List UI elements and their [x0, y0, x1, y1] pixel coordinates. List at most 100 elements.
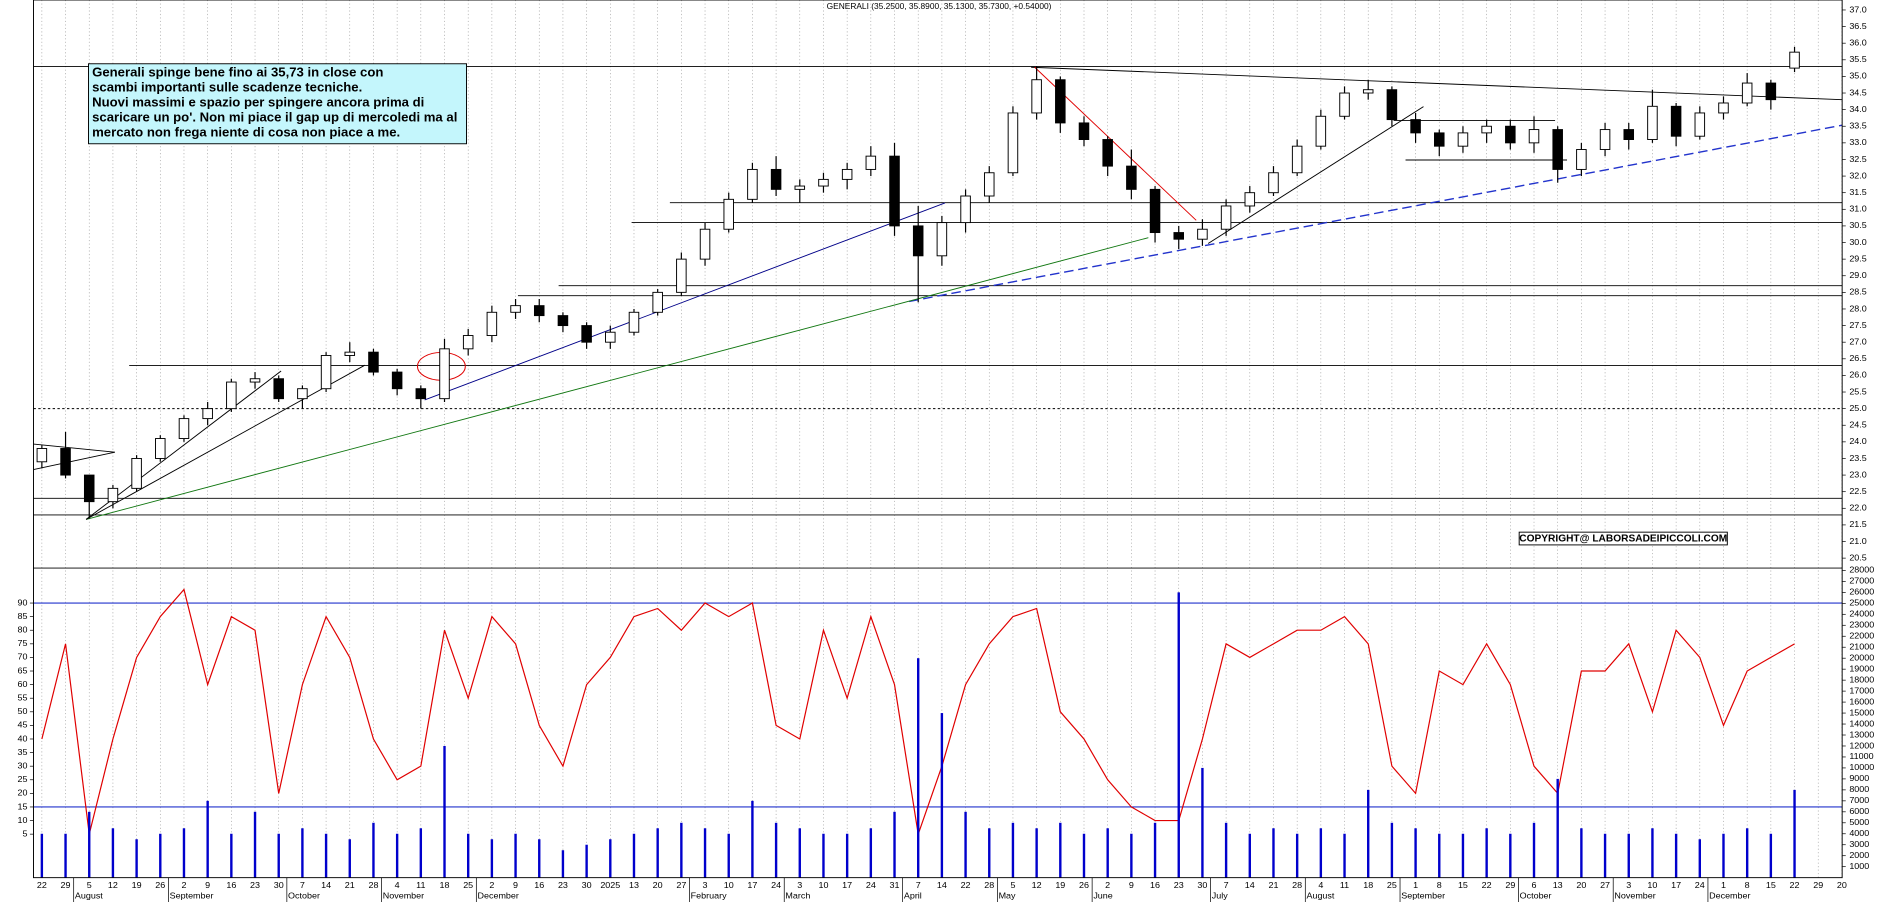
y-tick-label: 34.0 — [1849, 104, 1867, 114]
volume-bar — [1674, 833, 1678, 878]
y-tick-label: 30.5 — [1849, 220, 1867, 230]
x-tick-label: 4 — [395, 880, 400, 890]
annotation-line: mercato non frega niente di cosa non pia… — [92, 125, 400, 140]
month-label: June — [1093, 891, 1113, 901]
candle-body — [1481, 125, 1492, 134]
volume-bar — [1035, 828, 1038, 878]
y2-tick-label: 20000 — [1849, 653, 1874, 663]
candle-body — [1623, 129, 1635, 140]
volume-bar — [1580, 828, 1583, 878]
y2-tick-label: 8000 — [1849, 784, 1869, 794]
volume-bar — [111, 828, 115, 878]
volume-bar — [1106, 828, 1109, 878]
volume-bar — [1153, 822, 1157, 878]
x-tick-label: 30 — [582, 880, 592, 890]
y2-tick-label: 24000 — [1849, 609, 1874, 619]
y-tick-label: 50 — [18, 706, 28, 716]
x-tick-label: 22 — [37, 880, 47, 890]
y-tick-label: 20 — [18, 788, 28, 798]
x-tick-label: 6 — [1532, 880, 1537, 890]
y2-tick-label: 18000 — [1849, 675, 1874, 685]
volume-bar — [1248, 833, 1251, 878]
volume-bar — [1603, 833, 1607, 878]
candle-body — [391, 371, 403, 390]
y2-tick-label: 19000 — [1849, 664, 1874, 674]
candle-body — [652, 291, 663, 313]
x-tick-label: 23 — [1174, 880, 1184, 890]
x-tick-label: 30 — [1197, 880, 1207, 890]
candle-body — [344, 351, 356, 356]
volume-bar — [348, 839, 351, 878]
candle-body — [1528, 129, 1540, 144]
x-tick-label: 14 — [1245, 880, 1255, 890]
y-tick-label: 22.5 — [1849, 486, 1867, 496]
volume-bar — [1485, 828, 1488, 878]
x-tick-label: 3 — [1626, 880, 1631, 890]
trend-line — [33, 451, 115, 471]
trend-line — [1031, 66, 1843, 101]
y2-tick-label: 5000 — [1849, 817, 1869, 827]
y-tick-label: 28.0 — [1849, 303, 1867, 313]
candle-body — [841, 168, 853, 180]
x-tick-label: 2 — [1105, 880, 1110, 890]
volume-bar — [182, 828, 186, 878]
volume-bar — [561, 850, 565, 878]
y2-tick-label: 21000 — [1849, 642, 1874, 652]
y-tick-label: 36.5 — [1849, 21, 1867, 31]
trend-line — [85, 364, 366, 520]
y-tick-label: 65 — [18, 665, 28, 675]
candle-body — [699, 228, 711, 260]
y2-tick-label: 10000 — [1849, 762, 1874, 772]
x-tick-label: 18 — [440, 880, 450, 890]
x-tick-label: 20 — [1576, 880, 1586, 890]
volume-bar — [1011, 822, 1015, 878]
y-tick-label: 90 — [18, 597, 28, 607]
volume-bar — [1509, 833, 1512, 878]
volume-bar — [964, 811, 967, 878]
volume-bar — [822, 833, 825, 878]
y2-tick-label: 6000 — [1849, 806, 1869, 816]
volume-bar — [1651, 828, 1654, 878]
candle-body — [249, 378, 261, 383]
y-tick-label: 15 — [18, 801, 28, 811]
x-tick-label: 15 — [1458, 880, 1468, 890]
y-tick-label: 85 — [18, 611, 28, 621]
x-tick-label: 9 — [513, 880, 518, 890]
volume-bar — [1224, 822, 1228, 878]
y2-tick-label: 3000 — [1849, 839, 1869, 849]
volume-bar — [135, 839, 138, 878]
x-tick-label: 18 — [1363, 880, 1373, 890]
y-tick-label: 33.0 — [1849, 137, 1867, 147]
candle-body — [557, 315, 569, 327]
y2-tick-label: 12000 — [1849, 740, 1874, 750]
month-label: July — [1212, 891, 1229, 901]
volume-bar — [1793, 789, 1796, 878]
volume-bar — [64, 833, 67, 878]
y2-tick-label: 7000 — [1849, 795, 1869, 805]
x-tick-label: 29 — [1813, 880, 1823, 890]
plot-frame — [33, 0, 1843, 879]
candle-body — [1126, 165, 1137, 190]
y2-tick-label: 22000 — [1849, 631, 1874, 641]
candle-body — [1007, 112, 1019, 174]
candle-body — [1410, 119, 1421, 134]
x-tick-label: 2025 — [600, 880, 620, 890]
candle-body — [486, 311, 498, 337]
volume-bar — [277, 833, 280, 878]
x-tick-label: 21 — [1268, 880, 1278, 890]
x-tick-label: 12 — [108, 880, 118, 890]
y-tick-label: 35.0 — [1849, 71, 1867, 81]
volume-bar — [514, 833, 517, 878]
volume-bar — [1177, 592, 1180, 878]
candle-body — [107, 487, 119, 503]
y-tick-label: 29.0 — [1849, 270, 1867, 280]
volume-bar — [1130, 833, 1133, 878]
volume-bar — [466, 833, 470, 878]
trend-line — [33, 443, 115, 453]
x-tick-label: 17 — [747, 880, 757, 890]
volume-bar — [917, 658, 920, 878]
y2-tick-label: 2000 — [1849, 850, 1869, 860]
candle-body — [1718, 102, 1729, 114]
x-tick-label: 19 — [132, 880, 142, 890]
candle-body — [983, 172, 995, 197]
